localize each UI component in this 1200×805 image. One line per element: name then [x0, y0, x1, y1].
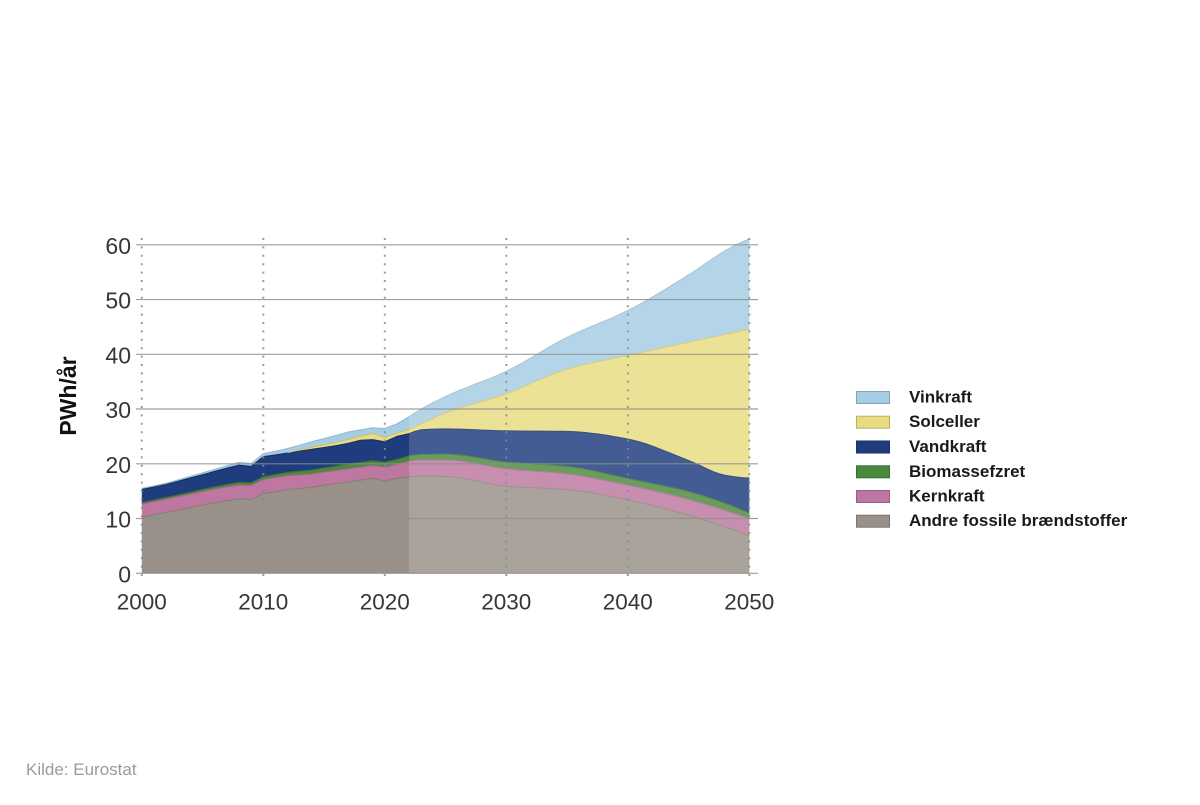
svg-text:Solceller: Solceller — [909, 412, 980, 431]
svg-text:60: 60 — [105, 233, 131, 259]
svg-text:2050: 2050 — [724, 590, 774, 615]
svg-text:2040: 2040 — [603, 590, 653, 615]
svg-text:Vinkraft: Vinkraft — [909, 388, 972, 407]
svg-text:PWh/år: PWh/år — [55, 356, 81, 435]
svg-text:Biomassefzret: Biomassefzret — [909, 462, 1026, 481]
svg-text:Kilde: Eurostat: Kilde: Eurostat — [26, 760, 137, 779]
svg-text:2020: 2020 — [360, 590, 410, 615]
svg-text:Andre fossile brændstoffer: Andre fossile brændstoffer — [909, 511, 1128, 530]
svg-text:2030: 2030 — [481, 590, 531, 615]
svg-text:40: 40 — [105, 342, 131, 368]
svg-text:30: 30 — [105, 397, 131, 423]
svg-text:2000: 2000 — [117, 590, 167, 615]
svg-text:10: 10 — [105, 507, 131, 533]
svg-text:20: 20 — [105, 452, 131, 478]
svg-text:Kernkraft: Kernkraft — [909, 487, 985, 506]
svg-text:0: 0 — [118, 561, 131, 587]
svg-text:2010: 2010 — [238, 590, 288, 615]
svg-text:50: 50 — [105, 288, 131, 314]
svg-text:Vandkraft: Vandkraft — [909, 437, 987, 456]
